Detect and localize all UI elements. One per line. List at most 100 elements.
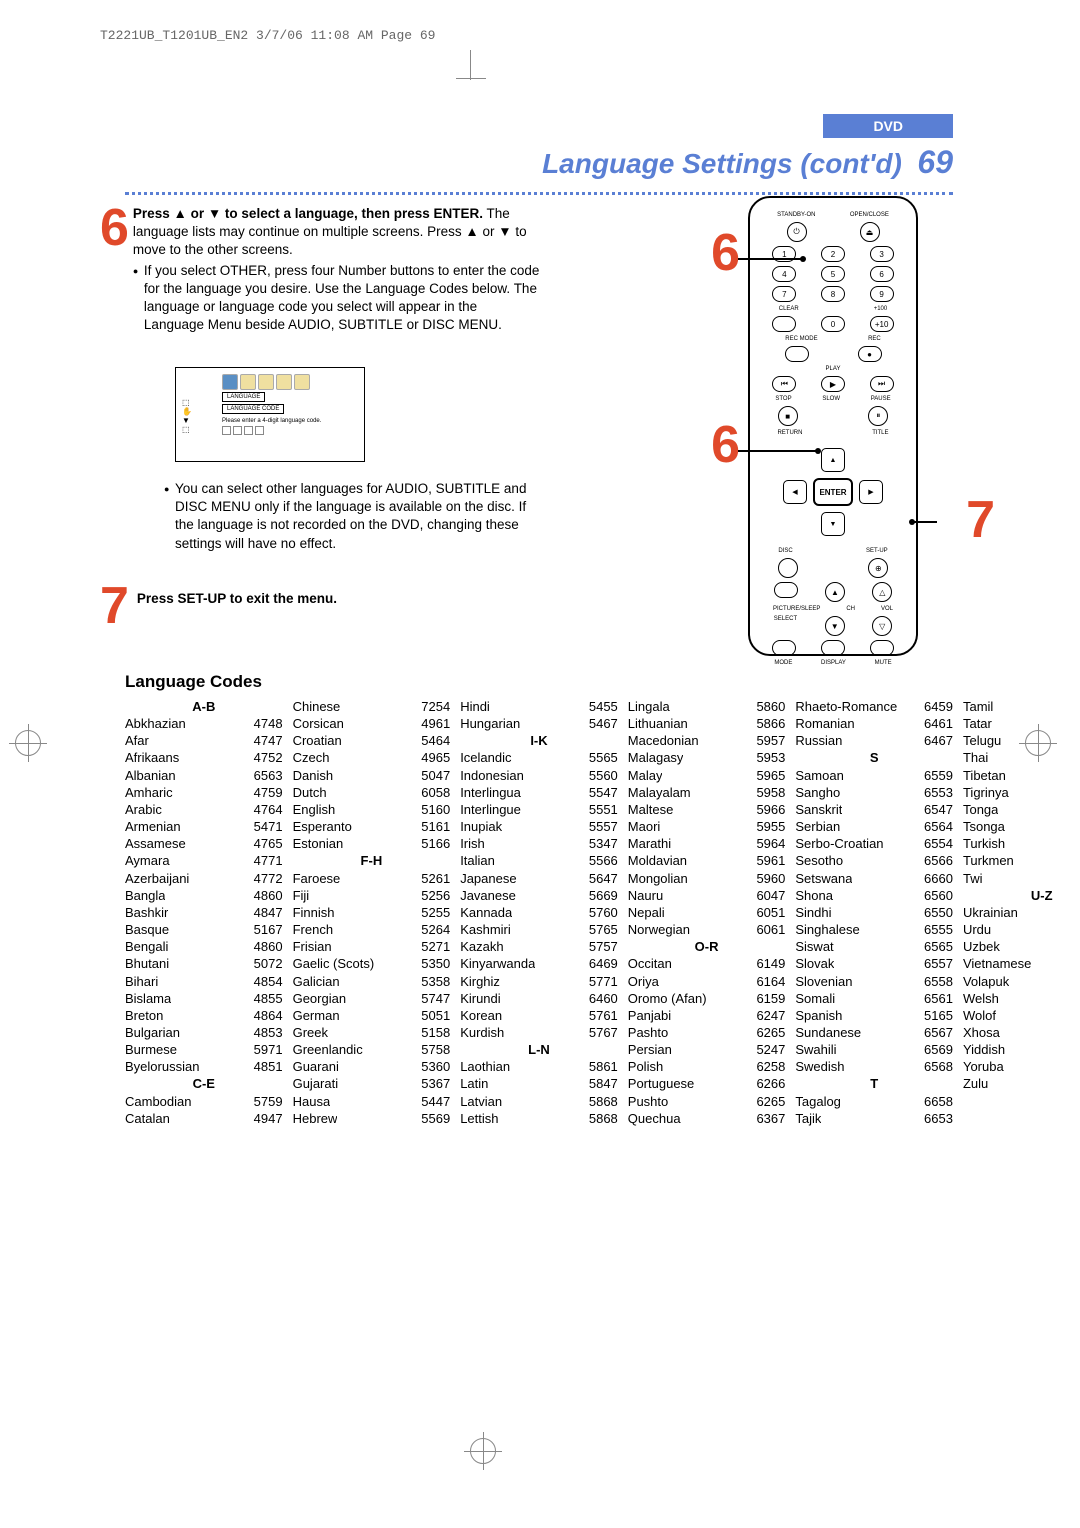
language-name: Sangho [795,784,840,801]
language-code: 5971 [250,1041,283,1058]
code-row: Faroese5261 [293,870,451,887]
language-name: Turkish [963,835,1005,852]
tab-language: LANGUAGE [222,392,265,402]
code-row: Guarani5360 [293,1058,451,1075]
language-code: 6653 [920,1110,953,1127]
language-name: Somali [795,990,835,1007]
language-name: Thai [963,749,988,766]
language-name: Armenian [125,818,181,835]
language-name: Catalan [125,1110,170,1127]
code-section-header: S [795,749,953,766]
code-row: Corsican4961 [293,715,451,732]
code-row: Norwegian6061 [628,921,786,938]
language-name: French [293,921,333,938]
language-code: 6459 [920,698,953,715]
code-row: Thai6654 [963,749,1080,766]
code-row: Bihari4854 [125,973,283,990]
code-row: Oriya6164 [628,973,786,990]
language-name: Kinyarwanda [460,955,535,972]
code-row: Somali6561 [795,990,953,1007]
language-name: Uzbek [963,938,1000,955]
setup-button: ⊕ [868,558,888,578]
code-row: Kashmiri5765 [460,921,618,938]
code-row: Greenlandic5758 [293,1041,451,1058]
code-digit-box [222,426,231,435]
language-name: Portuguese [628,1075,695,1092]
code-row: Catalan4947 [125,1110,283,1127]
code-row: Telugu6651 [963,732,1080,749]
language-code: 5669 [585,887,618,904]
code-row: Tamil6647 [963,698,1080,715]
callout-line [738,258,803,260]
language-name: Tonga [963,801,998,818]
code-row: Xhosa7054 [963,1024,1080,1041]
language-name: Oromo (Afan) [628,990,707,1007]
code-row: Estonian5166 [293,835,451,852]
code-section-header: C-E [125,1075,283,1092]
code-row: Breton4864 [125,1007,283,1024]
code-row: Irish 5347 [460,835,618,852]
label-title: TITLE [872,430,888,436]
language-name: Slovenian [795,973,852,990]
language-name: Xhosa [963,1024,1000,1041]
code-row: Latvian5868 [460,1093,618,1110]
code-row: Byelorussian4851 [125,1058,283,1075]
language-name: Laothian [460,1058,510,1075]
code-row: Moldavian5961 [628,852,786,869]
code-row: Dutch6058 [293,784,451,801]
language-code: 5047 [417,767,450,784]
step-6-note: You can select other languages for AUDIO… [164,480,544,553]
language-name: Kannada [460,904,512,921]
language-name: Gaelic (Scots) [293,955,375,972]
language-code: 5471 [250,818,283,835]
language-name: Irish [460,835,485,852]
code-row: Romanian6461 [795,715,953,732]
language-name: Galician [293,973,340,990]
language-name: English [293,801,336,818]
language-name: Latin [460,1075,488,1092]
language-name: Siswat [795,938,833,955]
code-section-header: T [795,1075,953,1092]
language-name: Inupiak [460,818,502,835]
language-name: Ukrainian [963,904,1018,921]
language-code: 6563 [250,767,283,784]
language-code: 4765 [250,835,283,852]
code-digit-box [244,426,253,435]
pause-button: ⏸ [868,406,888,426]
code-row: Greek5158 [293,1024,451,1041]
divider-dotted [125,192,953,195]
num-3-button: 3 [870,246,894,262]
language-code: 5960 [752,870,785,887]
code-row: Tsonga6665 [963,818,1080,835]
code-row: Tonga6661 [963,801,1080,818]
language-code: 5347 [585,835,618,852]
code-row: Korean5761 [460,1007,618,1024]
language-name: Bengali [125,938,168,955]
code-row: Yoruba7161 [963,1058,1080,1075]
language-name: Tibetan [963,767,1006,784]
language-name: Moldavian [628,852,687,869]
code-row: Setswana6660 [795,870,953,887]
language-name: Basque [125,921,169,938]
play-button: ▶ [821,376,845,392]
language-code: 6547 [920,801,953,818]
language-name: Bulgarian [125,1024,180,1041]
code-row: Panjabi6247 [628,1007,786,1024]
standby-button: ⏻ [787,222,807,242]
code-row: Hausa5447 [293,1093,451,1110]
language-name: Interlingue [460,801,521,818]
num-9-button: 9 [870,286,894,302]
code-row: Kirundi6460 [460,990,618,1007]
code-row: Afar4747 [125,732,283,749]
code-row: Hebrew5569 [293,1110,451,1127]
num-0-button: 0 [821,316,845,332]
language-code: 5557 [585,818,618,835]
code-section-header: U-Z [963,887,1080,904]
down-button: ▼ [821,512,845,536]
language-name: Sundanese [795,1024,861,1041]
label-slow: SLOW [822,396,840,402]
language-code: 6564 [920,818,953,835]
language-code: 6265 [752,1024,785,1041]
code-section-header: A-B [125,698,283,715]
language-name: Dutch [293,784,327,801]
